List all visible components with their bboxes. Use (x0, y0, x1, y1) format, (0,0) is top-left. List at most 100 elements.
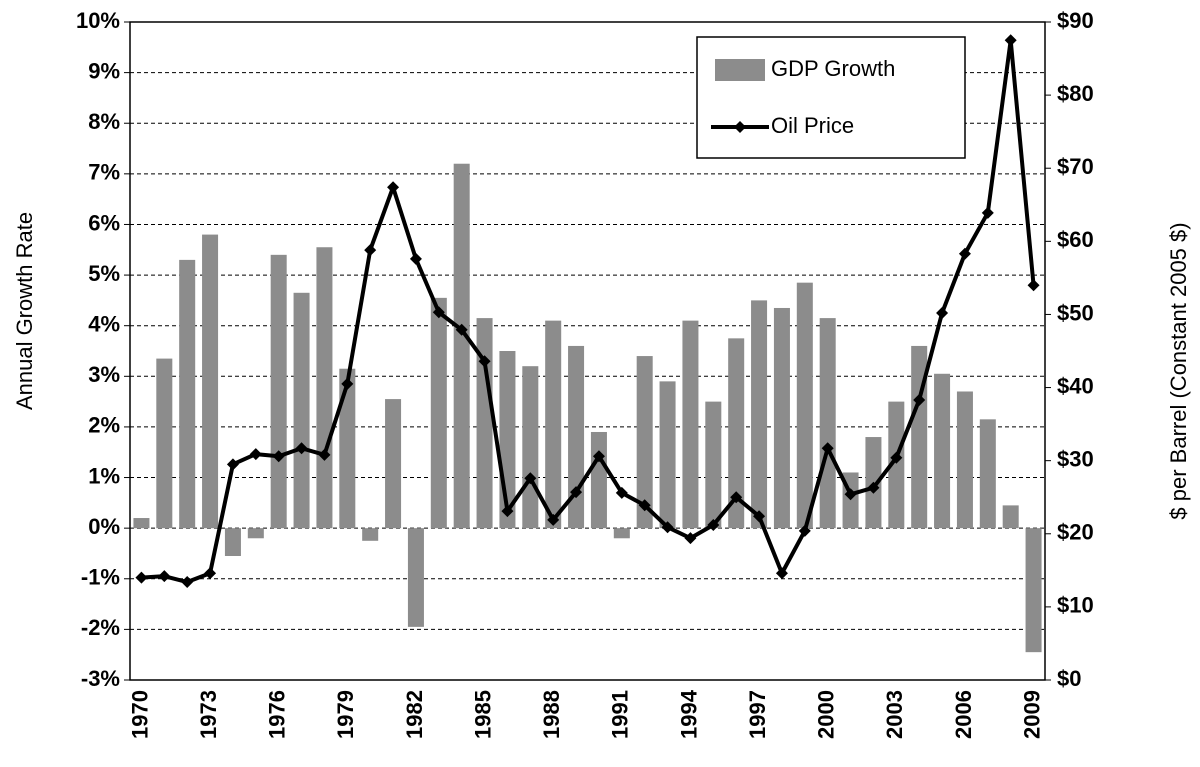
y2-tick-label: $40 (1057, 373, 1094, 398)
bar (682, 320, 699, 529)
marker (249, 448, 262, 461)
marker (409, 252, 422, 265)
marker (272, 450, 285, 463)
bar (545, 320, 562, 529)
y2-tick-label: $60 (1057, 227, 1094, 252)
bar (385, 399, 402, 529)
bar (339, 368, 356, 529)
bar (293, 292, 310, 529)
y-tick-label: -2% (81, 615, 120, 640)
marker (432, 306, 445, 319)
y2-tick-label: $70 (1057, 154, 1094, 179)
bar (728, 338, 745, 529)
x-tick-label: 1991 (608, 690, 633, 739)
x-tick-label: 1973 (196, 690, 221, 739)
marker (295, 442, 308, 455)
marker (524, 472, 537, 485)
marker (638, 499, 651, 512)
marker (844, 488, 857, 501)
bar (522, 366, 539, 529)
bar (888, 401, 905, 529)
y2-tick-label: $90 (1057, 8, 1094, 33)
marker (615, 486, 628, 499)
legend-box (696, 36, 966, 159)
legend-marker (734, 121, 746, 133)
marker (204, 567, 217, 580)
bar (1025, 528, 1042, 653)
bar (179, 259, 196, 529)
y-tick-label: 9% (88, 58, 120, 83)
marker (775, 567, 788, 580)
bar (430, 297, 447, 529)
marker (981, 206, 994, 219)
bar (934, 373, 951, 529)
bar (202, 234, 219, 529)
bar (613, 528, 630, 539)
marker (798, 524, 811, 537)
marker (364, 244, 377, 257)
bar (133, 518, 150, 529)
bar (659, 381, 676, 529)
bar (362, 528, 379, 541)
bar (270, 254, 287, 529)
line (141, 38, 1036, 585)
marker (821, 442, 834, 455)
bar (705, 401, 722, 529)
y2-axis-title: $ per Barrel (Constant 2005 $) (1166, 222, 1191, 519)
legend-label: GDP Growth (771, 56, 895, 81)
x-tick-label: 1985 (470, 690, 495, 739)
y-tick-label: 4% (88, 312, 120, 337)
bar (979, 419, 996, 529)
x-tick-label: 1997 (745, 690, 770, 739)
marker (158, 570, 171, 583)
y-tick-label: 2% (88, 413, 120, 438)
y-tick-label: 1% (88, 463, 120, 488)
bar (476, 318, 493, 529)
x-tick-label: 1979 (333, 690, 358, 739)
bar (316, 247, 333, 529)
x-tick-label: 2009 (1019, 690, 1044, 739)
marker (226, 458, 239, 471)
marker (753, 510, 766, 523)
bar (156, 358, 173, 529)
y-tick-label: 7% (88, 160, 120, 185)
bar (819, 318, 836, 529)
marker (478, 355, 491, 368)
y2-tick-label: $20 (1057, 520, 1094, 545)
marker (867, 481, 880, 494)
bar (796, 282, 813, 529)
marker (1004, 34, 1017, 47)
y2-tick-label: $80 (1057, 81, 1094, 106)
y-tick-label: 0% (88, 514, 120, 539)
marker (661, 521, 674, 534)
marker (730, 491, 743, 504)
y-tick-label: 3% (88, 362, 120, 387)
y-axis-title: Annual Growth Rate (12, 212, 37, 410)
bar (1002, 505, 1019, 529)
marker (341, 377, 354, 390)
plot-frame (129, 21, 1046, 681)
x-tick-label: 1988 (539, 690, 564, 739)
x-tick-label: 1976 (265, 690, 290, 739)
marker (387, 181, 400, 194)
y2-tick-label: $10 (1057, 593, 1094, 618)
marker (501, 505, 514, 518)
x-tick-label: 2000 (814, 690, 839, 739)
y-tick-label: 5% (88, 261, 120, 286)
bar (224, 528, 241, 556)
bar (956, 391, 973, 529)
bar (453, 163, 470, 529)
marker (570, 486, 583, 499)
marker (135, 571, 148, 584)
marker (547, 513, 560, 526)
y2-tick-label: $0 (1057, 666, 1081, 691)
y-tick-label: 10% (76, 8, 120, 33)
marker (936, 306, 949, 319)
marker (1027, 279, 1040, 292)
marker (318, 448, 331, 461)
y2-tick-label: $50 (1057, 300, 1094, 325)
bar (773, 307, 790, 529)
bar (751, 300, 768, 529)
marker (684, 532, 697, 545)
x-tick-label: 1982 (402, 690, 427, 739)
